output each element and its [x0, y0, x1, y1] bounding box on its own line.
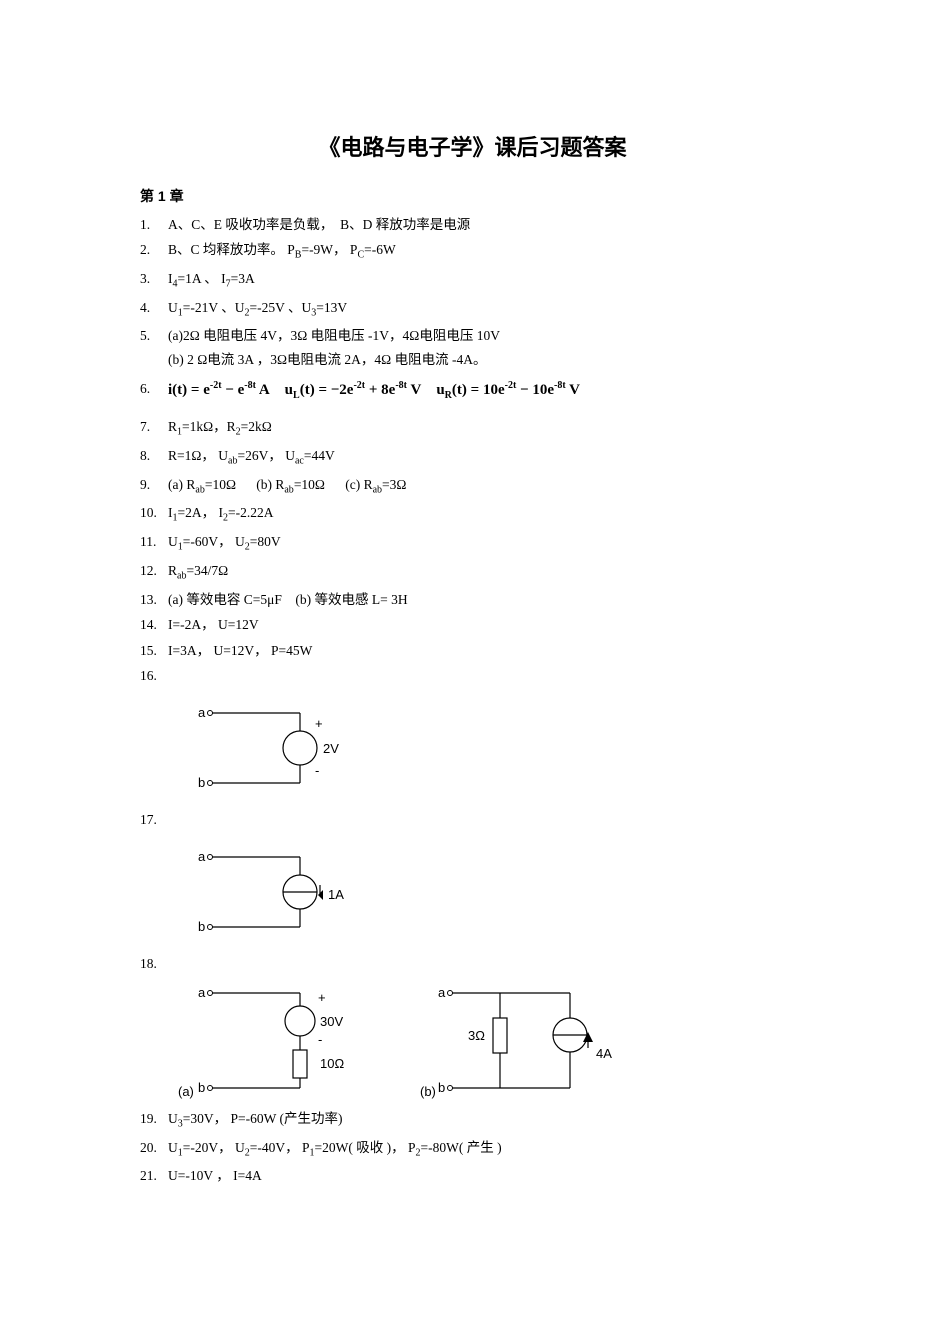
- d18b-node-a: a: [438, 985, 446, 1000]
- diagram-18: 590" y1="100" x2="130" y2="110" stroke="…: [170, 978, 805, 1108]
- d18b-rvalue: 3Ω: [468, 1028, 485, 1043]
- answer-19-text: U3=30V， P=-60W (产生功率): [168, 1108, 805, 1133]
- answer-11: 11.U1=-60V， U2=80V: [140, 531, 805, 556]
- answer-8-text: R=1Ω， Uab=26V， Uac=44V: [168, 445, 805, 470]
- answer-12-text: Rab=34/7Ω: [168, 560, 805, 585]
- answer-10-text: I1=2A， I2=-2.22A: [168, 502, 805, 527]
- page-title: 《电路与电子学》课后习题答案: [140, 130, 805, 165]
- answer-7-text: R1=1kΩ，R2=2kΩ: [168, 416, 805, 441]
- answer-19: 19.U3=30V， P=-60W (产生功率): [140, 1108, 805, 1133]
- answer-2: 2.B、C 均释放功率。 PB=-9W， PC=-6W: [140, 239, 805, 264]
- answer-5: 5. (a)2Ω 电阻电压 4V，3Ω 电阻电压 -1V，4Ω电阻电压 10V …: [140, 325, 805, 370]
- answer-1: 1.A、C、E 吸收功率是负载， B、D 释放功率是电源: [140, 214, 805, 236]
- answer-17: 17.: [140, 809, 805, 831]
- answer-list-18: 18.: [140, 953, 805, 975]
- circuit-18a-svg: 590" y1="100" x2="130" y2="110" stroke="…: [170, 978, 380, 1108]
- answer-5a: (a)2Ω 电阻电压 4V，3Ω 电阻电压 -1V，4Ω电阻电压 10V: [168, 328, 500, 343]
- d18b-ivalue: 4A: [596, 1046, 612, 1061]
- chapter-heading: 第 1 章: [140, 185, 805, 207]
- answer-13-text: (a) 等效电容 C=5μF (b) 等效电感 L= 3H: [168, 589, 805, 611]
- answer-16: 16.: [140, 665, 805, 687]
- answer-8: 8.R=1Ω， Uab=26V， Uac=44V: [140, 445, 805, 470]
- answer-9-text: (a) Rab=10Ω (b) Rab=10Ω (c) Rab=3Ω: [168, 474, 805, 499]
- answer-3: 3.I4=1A 、 I7=3A: [140, 268, 805, 293]
- answer-18: 18.: [140, 953, 805, 975]
- d18a-node-b: b: [198, 1080, 205, 1095]
- answer-6: 6. i(t) = e-2t − e-8t A uL(t) = −2e-2t +…: [140, 374, 805, 412]
- answer-2-text: B、C 均释放功率。 PB=-9W， PC=-6W: [168, 239, 805, 264]
- circuit-18b-svg: a b 3Ω 4A (b): [420, 978, 640, 1108]
- d16-node-a: a: [198, 705, 206, 720]
- diagram-16: a b + 2V -: [190, 693, 805, 803]
- d18a-node-a: a: [198, 985, 206, 1000]
- answer-21: 21.U=-10V ， I=4A: [140, 1165, 805, 1187]
- d16-plus: +: [315, 716, 323, 731]
- answer-15: 15.I=3A， U=12V， P=45W: [140, 640, 805, 662]
- d18b-node-b: b: [438, 1080, 445, 1095]
- answer-13: 13.(a) 等效电容 C=5μF (b) 等效电感 L= 3H: [140, 589, 805, 611]
- d16-minus: -: [315, 763, 319, 778]
- answer-list: 1.A、C、E 吸收功率是负载， B、D 释放功率是电源 2.B、C 均释放功率…: [140, 214, 805, 687]
- answer-9: 9.(a) Rab=10Ω (b) Rab=10Ω (c) Rab=3Ω: [140, 474, 805, 499]
- answer-4: 4.U1=-21V 、U2=-25V 、U3=13V: [140, 297, 805, 322]
- d17-node-b: b: [198, 919, 205, 934]
- answer-12: 12.Rab=34/7Ω: [140, 560, 805, 585]
- answer-14: 14.I=-2A， U=12V: [140, 614, 805, 636]
- answer-list-17: 17.: [140, 809, 805, 831]
- answer-10: 10.I1=2A， I2=-2.22A: [140, 502, 805, 527]
- d18a-label: (a): [178, 1084, 194, 1099]
- answer-20-text: U1=-20V， U2=-40V， P1=20W( 吸收 )， P2=-80W(…: [168, 1137, 805, 1162]
- d18a-vvalue: 30V: [320, 1014, 343, 1029]
- answer-5-text: (a)2Ω 电阻电压 4V，3Ω 电阻电压 -1V，4Ω电阻电压 10V (b)…: [168, 325, 805, 370]
- d17-value: 1A: [328, 887, 344, 902]
- answer-11-text: U1=-60V， U2=80V: [168, 531, 805, 556]
- answer-21-text: U=-10V ， I=4A: [168, 1165, 805, 1187]
- answer-3-text: I4=1A 、 I7=3A: [168, 268, 805, 293]
- d16-node-b: b: [198, 775, 205, 790]
- d18a-plus: +: [318, 990, 326, 1005]
- circuit-17-svg: a b 1A: [190, 837, 370, 947]
- diagram-17: a b 1A: [190, 837, 805, 947]
- d18b-label: (b): [420, 1084, 436, 1099]
- d18a-minus: -: [318, 1032, 322, 1047]
- answer-7: 7.R1=1kΩ，R2=2kΩ: [140, 416, 805, 441]
- circuit-16-svg: a b + 2V -: [190, 693, 370, 803]
- answer-5b: (b) 2 Ω电流 3A ，3Ω电阻电流 2A，4Ω 电阻电流 -4A。: [168, 349, 805, 371]
- d18a-rvalue: 10Ω: [320, 1056, 344, 1071]
- answer-15-text: I=3A， U=12V， P=45W: [168, 640, 805, 662]
- answer-4-text: U1=-21V 、U2=-25V 、U3=13V: [168, 297, 805, 322]
- answer-1-text: A、C、E 吸收功率是负载， B、D 释放功率是电源: [168, 214, 805, 236]
- answer-6-formula: i(t) = e-2t − e-8t A uL(t) = −2e-2t + 8e…: [168, 378, 805, 404]
- answer-20: 20.U1=-20V， U2=-40V， P1=20W( 吸收 )， P2=-8…: [140, 1137, 805, 1162]
- d17-node-a: a: [198, 849, 206, 864]
- answer-list-19: 19.U3=30V， P=-60W (产生功率) 20.U1=-20V， U2=…: [140, 1108, 805, 1187]
- d16-value: 2V: [323, 741, 339, 756]
- answer-14-text: I=-2A， U=12V: [168, 614, 805, 636]
